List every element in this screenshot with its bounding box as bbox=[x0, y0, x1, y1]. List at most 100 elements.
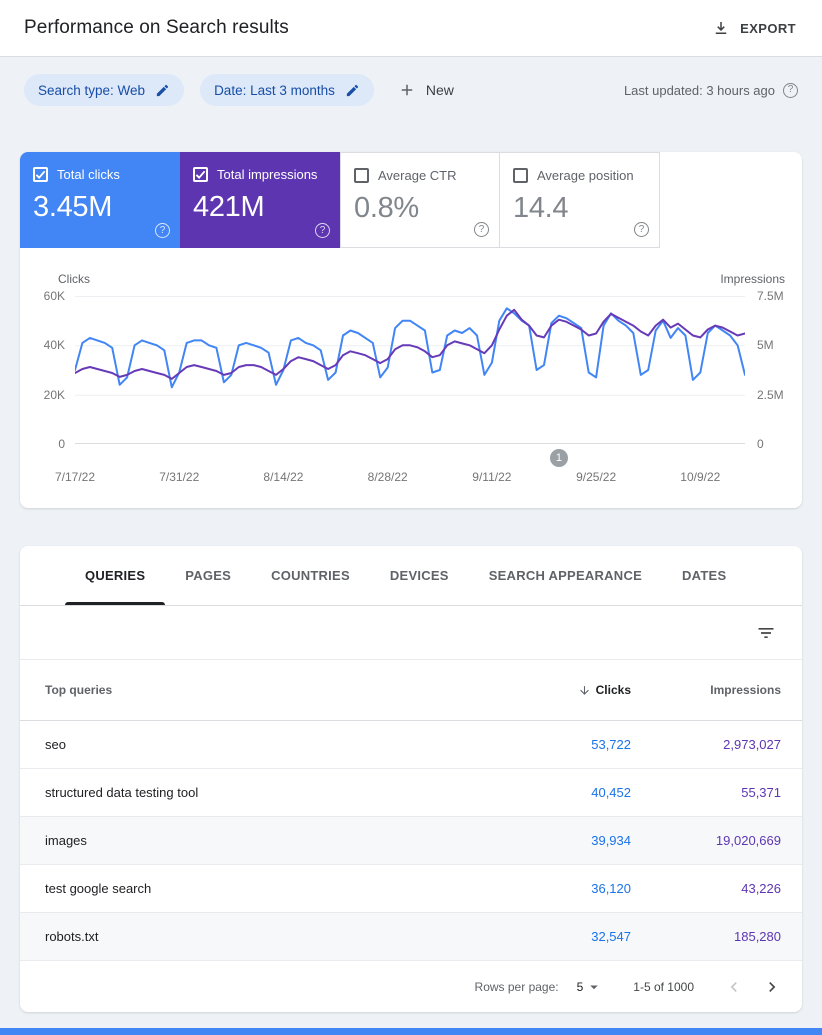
y-tick-right: 7.5M bbox=[757, 289, 784, 303]
column-impressions[interactable]: Impressions bbox=[710, 683, 781, 697]
tab-search-appearance[interactable]: SEARCH APPEARANCE bbox=[488, 568, 643, 583]
column-clicks-label: Clicks bbox=[595, 683, 631, 697]
bottom-accent-bar bbox=[0, 1028, 822, 1035]
last-updated: Last updated: 3 hours ago ? bbox=[623, 82, 798, 98]
table-row[interactable]: robots.txt 32,547 185,280 bbox=[20, 913, 802, 961]
search-type-chip[interactable]: Search type: Web bbox=[24, 74, 185, 106]
next-page-button[interactable] bbox=[760, 975, 784, 999]
x-tick-label: 7/17/22 bbox=[54, 470, 96, 484]
impressions-cell: 43,226 bbox=[741, 881, 781, 896]
chart-axis-titles: Clicks Impressions bbox=[20, 248, 802, 286]
new-filter-button[interactable]: New bbox=[398, 81, 454, 99]
app-header: Performance on Search results EXPORT bbox=[0, 0, 822, 57]
query-cell: test google search bbox=[45, 881, 152, 896]
chart-plot-area[interactable] bbox=[75, 296, 745, 444]
help-icon[interactable]: ? bbox=[315, 223, 330, 238]
metric-label: Average CTR bbox=[378, 168, 457, 183]
y-tick-right: 5M bbox=[757, 338, 774, 352]
help-icon[interactable]: ? bbox=[634, 222, 649, 237]
pagination: Rows per page: 5 1-5 of 1000 bbox=[20, 961, 802, 1012]
clicks-cell: 32,547 bbox=[591, 929, 631, 944]
table-row[interactable]: seo 53,722 2,973,027 bbox=[20, 721, 802, 769]
metric-value: 14.4 bbox=[513, 192, 569, 224]
metric-total-clicks[interactable]: Total clicks 3.45M ? bbox=[20, 152, 180, 248]
metric-value: 0.8% bbox=[354, 192, 419, 224]
clicks-cell: 53,722 bbox=[591, 737, 631, 752]
x-tick-label: 10/9/22 bbox=[680, 470, 721, 484]
query-cell: structured data testing tool bbox=[45, 785, 199, 800]
table-row[interactable]: images 39,934 19,020,669 bbox=[20, 817, 802, 865]
tab-dates[interactable]: DATES bbox=[682, 568, 727, 583]
metric-label: Total clicks bbox=[57, 167, 120, 182]
dimension-tabs: QUERIES PAGES COUNTRIES DEVICES SEARCH A… bbox=[20, 546, 802, 606]
metric-total-impressions[interactable]: Total impressions 421M ? bbox=[180, 152, 340, 248]
edit-icon bbox=[346, 84, 359, 96]
chevron-right-icon bbox=[769, 981, 776, 992]
query-cell: robots.txt bbox=[45, 929, 99, 944]
y-tick-right: 0 bbox=[757, 437, 764, 451]
rows-per-page-label: Rows per page: bbox=[474, 979, 559, 994]
table-row[interactable]: structured data testing tool 40,452 55,3… bbox=[20, 769, 802, 817]
x-tick-label: 8/28/22 bbox=[367, 470, 408, 484]
dropdown-arrow-icon bbox=[590, 985, 599, 989]
right-axis-title: Impressions bbox=[720, 272, 785, 286]
export-button[interactable]: EXPORT bbox=[712, 19, 796, 37]
table-toolbar bbox=[20, 606, 802, 660]
tab-countries[interactable]: COUNTRIES bbox=[271, 568, 350, 583]
download-icon bbox=[715, 22, 727, 34]
date-range-chip[interactable]: Date: Last 3 months bbox=[200, 74, 374, 106]
edit-icon bbox=[156, 84, 169, 96]
table-header: Top queries Clicks Impressions bbox=[20, 660, 802, 721]
clicks-cell: 36,120 bbox=[591, 881, 631, 896]
tab-queries[interactable]: QUERIES bbox=[65, 546, 166, 605]
left-axis-title: Clicks bbox=[58, 272, 90, 286]
y-tick-left: 20K bbox=[43, 388, 65, 402]
chevron-left-icon bbox=[730, 981, 737, 992]
x-tick-label: 9/11/22 bbox=[472, 470, 512, 484]
impressions-cell: 55,371 bbox=[741, 785, 781, 800]
metric-average-position[interactable]: Average position 14.4 ? bbox=[500, 152, 660, 248]
impressions-cell: 2,973,027 bbox=[723, 737, 781, 752]
metric-value: 421M bbox=[193, 191, 265, 223]
plus-icon bbox=[401, 84, 413, 96]
y-tick-left: 0 bbox=[58, 437, 65, 451]
table-row[interactable]: test google search 36,120 43,226 bbox=[20, 865, 802, 913]
prev-page-button bbox=[722, 975, 746, 999]
chart-annotation-marker[interactable]: 1 bbox=[549, 449, 568, 467]
x-tick-label: 8/14/22 bbox=[263, 470, 304, 484]
sort-desc-icon bbox=[579, 685, 589, 695]
rows-per-page-select[interactable]: 5 bbox=[577, 978, 604, 996]
tab-devices[interactable]: DEVICES bbox=[389, 568, 449, 583]
checkbox-checked-icon[interactable] bbox=[33, 167, 48, 182]
date-range-chip-label: Date: Last 3 months bbox=[214, 82, 335, 98]
filter-icon[interactable] bbox=[756, 623, 776, 643]
x-tick-label: 9/25/22 bbox=[576, 470, 617, 484]
metric-value: 3.45M bbox=[33, 191, 113, 223]
checkbox-checked-icon[interactable] bbox=[193, 167, 208, 182]
last-updated-text: Last updated: 3 hours ago bbox=[623, 82, 775, 98]
query-cell: seo bbox=[45, 737, 66, 752]
performance-chart[interactable]: 60K 40K 20K 0 7.5M 5M 2.5M 0 bbox=[44, 289, 784, 451]
metric-label: Average position bbox=[537, 168, 634, 183]
new-filter-label: New bbox=[425, 82, 454, 98]
clicks-cell: 39,934 bbox=[591, 833, 631, 848]
help-icon[interactable]: ? bbox=[783, 82, 798, 98]
dimensions-table-card: QUERIES PAGES COUNTRIES DEVICES SEARCH A… bbox=[20, 546, 802, 1012]
search-type-chip-label: Search type: Web bbox=[38, 82, 146, 98]
column-top-queries: Top queries bbox=[45, 683, 113, 697]
checkbox-unchecked-icon[interactable] bbox=[513, 168, 528, 183]
y-tick-left: 60K bbox=[43, 289, 65, 303]
tab-pages[interactable]: PAGES bbox=[185, 568, 232, 583]
metric-label: Total impressions bbox=[217, 167, 318, 182]
performance-chart-card: Total clicks 3.45M ? Total impressions 4… bbox=[20, 152, 802, 508]
impressions-cell: 19,020,669 bbox=[715, 833, 781, 848]
help-icon[interactable]: ? bbox=[155, 223, 170, 238]
y-tick-left: 40K bbox=[43, 338, 65, 352]
metric-average-ctr[interactable]: Average CTR 0.8% ? bbox=[340, 152, 500, 248]
help-icon[interactable]: ? bbox=[474, 222, 489, 237]
x-tick-label: 7/31/22 bbox=[159, 470, 200, 484]
checkbox-unchecked-icon[interactable] bbox=[354, 168, 369, 183]
query-cell: images bbox=[45, 833, 87, 848]
column-clicks-sort[interactable]: Clicks bbox=[476, 683, 631, 697]
impressions-cell: 185,280 bbox=[734, 929, 781, 944]
